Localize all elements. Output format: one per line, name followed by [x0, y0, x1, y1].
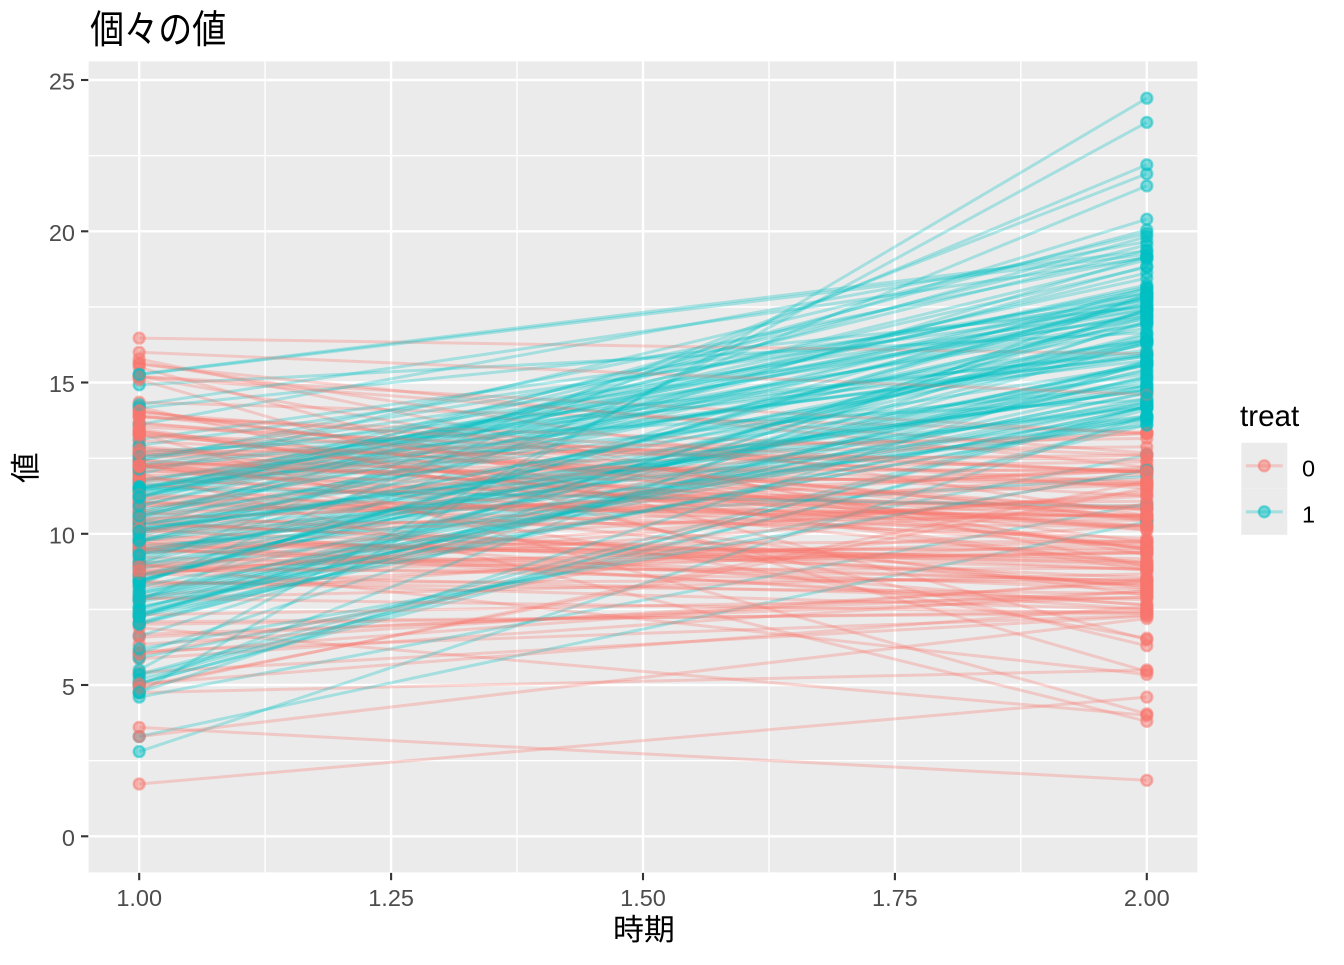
svg-text:0: 0	[1302, 455, 1315, 481]
svg-text:5: 5	[62, 674, 75, 700]
svg-text:10: 10	[49, 523, 75, 549]
svg-text:1.00: 1.00	[116, 885, 162, 911]
svg-text:treat: treat	[1240, 400, 1299, 433]
svg-text:20: 20	[49, 220, 75, 246]
svg-text:25: 25	[49, 69, 75, 95]
svg-text:1: 1	[1302, 501, 1315, 527]
svg-text:0: 0	[62, 825, 75, 851]
svg-text:1.25: 1.25	[368, 885, 414, 911]
svg-text:15: 15	[49, 371, 75, 397]
svg-text:1.75: 1.75	[872, 885, 918, 911]
svg-text:2.00: 2.00	[1124, 885, 1170, 911]
svg-text:1.50: 1.50	[620, 885, 666, 911]
